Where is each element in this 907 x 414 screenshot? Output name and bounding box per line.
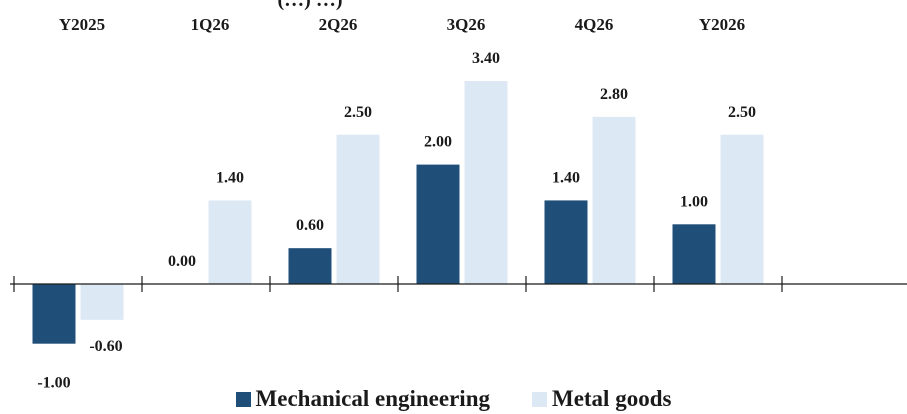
title-layer: (…) …) xyxy=(278,0,343,11)
data-label-mechanical-engineering-2q26: 0.60 xyxy=(296,217,324,234)
data-label-metal-goods-1q26: 1.40 xyxy=(216,169,244,186)
data-label-mechanical-engineering-y2025: -1.00 xyxy=(37,375,70,392)
data-label-metal-goods-y2026: 2.50 xyxy=(728,104,756,121)
category-label-3q26: 3Q26 xyxy=(447,15,486,34)
category-label-2q26: 2Q26 xyxy=(319,15,358,34)
data-label-metal-goods-3q26: 3.40 xyxy=(472,50,500,67)
x-axis xyxy=(10,276,907,292)
category-label-1q26: 1Q26 xyxy=(191,15,230,34)
data-label-metal-goods-y2025: -0.60 xyxy=(89,338,122,355)
legend-item-metal-goods: Metal goods xyxy=(531,386,672,412)
category-labels: Y2025 1Q26 2Q26 3Q26 4Q26 Y2026 xyxy=(59,15,745,34)
data-labels: -1.00 -0.60 0.00 1.40 0.60 2.50 2.00 3.40 1.40 2.… xyxy=(37,50,756,392)
bar-mechanical-engineering-4q26 xyxy=(544,200,588,284)
legend: Mechanical engineering Metal goods xyxy=(0,384,907,414)
data-label-metal-goods-4q26: 2.80 xyxy=(600,86,628,103)
bar-metal-goods-y2026 xyxy=(720,134,764,284)
category-label-y2026: Y2026 xyxy=(699,15,745,34)
bar-mechanical-engineering-3q26 xyxy=(416,164,460,284)
legend-label-mechanical-engineering: Mechanical engineering xyxy=(255,386,490,411)
bar-metal-goods-1q26 xyxy=(208,200,252,284)
bar-metal-goods-3q26 xyxy=(464,81,508,285)
category-label-y2025: Y2025 xyxy=(59,15,105,34)
legend-swatch-mechanical-engineering xyxy=(235,391,251,407)
data-label-mechanical-engineering-4q26: 1.40 xyxy=(552,169,580,186)
data-label-mechanical-engineering-1q26: 0.00 xyxy=(168,253,196,270)
legend-swatch-metal-goods xyxy=(531,391,547,407)
bar-metal-goods-y2025 xyxy=(80,284,124,320)
data-label-metal-goods-2q26: 2.50 xyxy=(344,104,372,121)
bars xyxy=(32,81,764,344)
bar-metal-goods-4q26 xyxy=(592,116,636,284)
bar-mechanical-engineering-y2025 xyxy=(32,284,76,344)
chart-title-fragment: (…) …) xyxy=(278,0,343,11)
bar-mechanical-engineering-2q26 xyxy=(288,248,332,284)
bar-metal-goods-2q26 xyxy=(336,134,380,284)
data-label-mechanical-engineering-y2026: 1.00 xyxy=(680,193,708,210)
bar-mechanical-engineering-y2026 xyxy=(672,224,716,284)
legend-label-metal-goods: Metal goods xyxy=(551,386,672,411)
data-label-mechanical-engineering-3q26: 2.00 xyxy=(424,134,452,151)
category-label-4q26: 4Q26 xyxy=(575,15,614,34)
legend-item-mechanical-engineering: Mechanical engineering xyxy=(235,386,490,412)
